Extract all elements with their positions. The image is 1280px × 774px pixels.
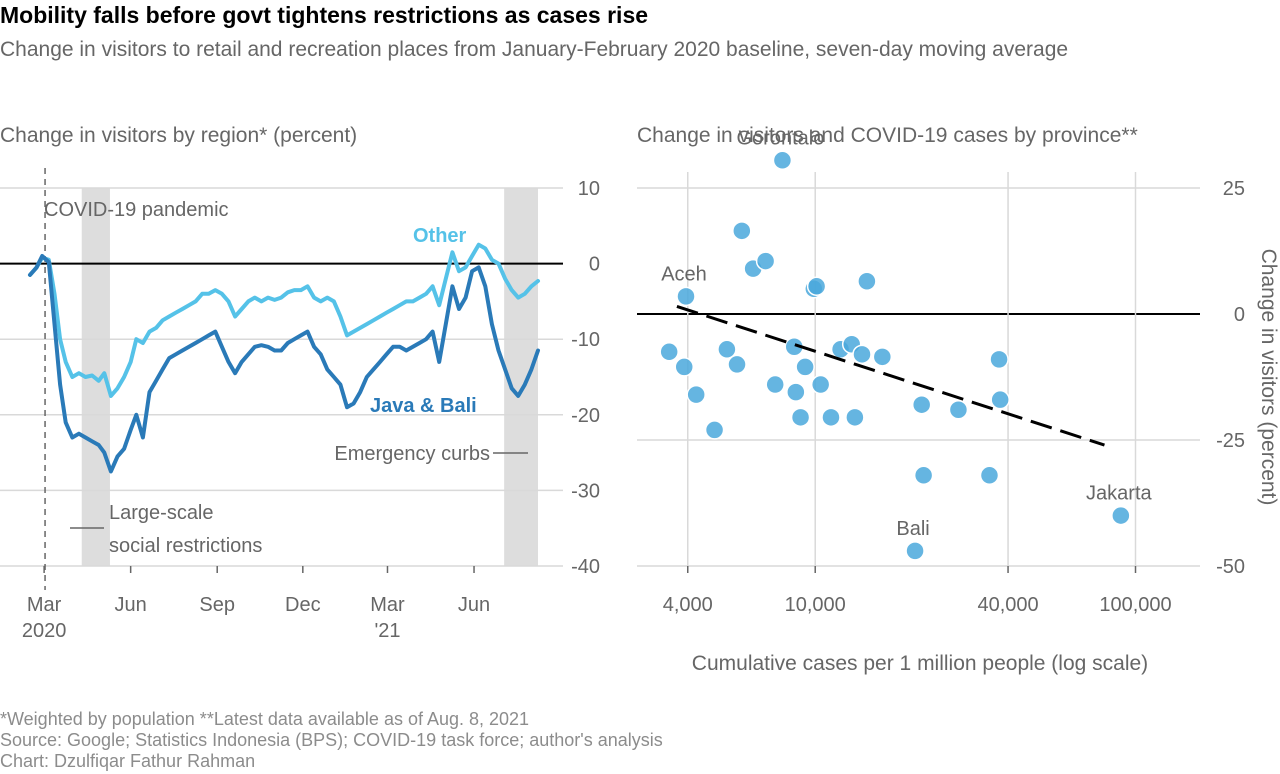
province-point: [659, 342, 679, 362]
province-point: [786, 382, 806, 402]
province-point: [686, 384, 706, 405]
province-point: [795, 357, 815, 377]
province-point: [704, 420, 725, 440]
region-x-axis: Mar 2020 Jun Sep Dec Mar '21 Jun: [22, 566, 490, 642]
province-point: [821, 407, 841, 428]
y-tick-label: 0: [1234, 304, 1245, 326]
province-point: [755, 251, 776, 271]
province-scatter-chart: Change in visitors and COVID-19 cases by…: [637, 124, 1280, 675]
psbb-label-line1: Large-scale: [109, 502, 214, 524]
province-point: [872, 347, 893, 367]
x-tick-label: 40,000: [977, 594, 1038, 616]
province-point: [772, 150, 793, 171]
footer-note: *Weighted by population **Latest data av…: [0, 709, 530, 729]
province-labels: Aceh Gorontalo Bali Jakarta: [661, 127, 1152, 540]
province-point: [948, 400, 969, 420]
province-point: [979, 465, 1000, 486]
province-point: [765, 374, 785, 395]
trend-line: [676, 305, 1105, 447]
province-points: [659, 150, 1131, 561]
series-label-java-bali: Java & Bali: [370, 395, 477, 417]
region-chart-title: Change in visitors by region* (percent): [0, 124, 357, 147]
series-label-other: Other: [413, 225, 467, 247]
x-tick-label: Jun: [115, 594, 147, 616]
emergency-curbs-label: Emergency curbs: [334, 443, 490, 465]
x-tick-label: 10,000: [785, 594, 846, 616]
province-label: Gorontalo: [737, 127, 825, 149]
province-label: Jakarta: [1086, 483, 1152, 505]
province-point: [806, 276, 827, 297]
province-point: [727, 354, 747, 375]
province-point: [852, 344, 872, 365]
psbb-label-line2: social restrictions: [109, 535, 262, 557]
y-tick-label: -20: [571, 405, 600, 427]
y-axis-label: Change in visitors (percent): [1257, 249, 1280, 506]
region-line-chart: Change in visitors by region* (percent) …: [0, 124, 600, 642]
footer-credit: Chart: Dzulfiqar Fathur Rahman: [0, 751, 256, 771]
province-point: [989, 349, 1009, 370]
region-series-lines: [28, 242, 540, 474]
province-point: [911, 394, 932, 415]
region-annotations: COVID-19 pandemic Large-scale social res…: [44, 168, 528, 590]
y-tick-label: -50: [1216, 556, 1245, 578]
page-subtitle: Change in visitors to retail and recreat…: [0, 38, 1069, 61]
y-tick-label: 10: [578, 178, 600, 200]
province-chart-title: Change in visitors and COVID-19 cases by…: [637, 124, 1138, 147]
y-tick-label: -30: [571, 480, 600, 502]
province-point: [790, 407, 811, 428]
x-tick-label: 100,000: [1099, 594, 1171, 616]
province-point: [905, 541, 925, 561]
y-tick-label: -40: [571, 556, 600, 578]
province-gridlines: [637, 172, 1200, 567]
x-tick-label: Sep: [199, 594, 235, 616]
footer-source: Source: Google; Statistics Indonesia (BP…: [0, 730, 663, 750]
y-tick-label: 25: [1223, 178, 1245, 200]
province-point: [913, 465, 934, 486]
x-tick-label: Dec: [285, 594, 321, 616]
x-tick-label: Jun: [458, 594, 490, 616]
province-point: [1111, 505, 1131, 526]
region-y-axis: 10 0 -10 -20 -30 -40: [571, 178, 600, 578]
x-axis-label: Cumulative cases per 1 million people (l…: [692, 652, 1148, 675]
y-tick-label: -25: [1216, 430, 1245, 452]
trend-line-group: [676, 305, 1105, 447]
x-tick-label-year: 2020: [22, 620, 67, 642]
province-label: Bali: [896, 518, 929, 540]
province-label: Aceh: [661, 263, 707, 285]
series-line-other: [28, 242, 540, 398]
province-point: [857, 271, 877, 291]
pandemic-label: COVID-19 pandemic: [44, 199, 229, 221]
x-tick-label: Mar: [370, 594, 405, 616]
province-point: [810, 374, 831, 395]
province-point: [717, 339, 737, 360]
province-point: [990, 389, 1010, 410]
x-tick-label-year: '21: [374, 620, 400, 642]
page-title: Mobility falls before govt tightens rest…: [0, 2, 649, 28]
province-point: [732, 221, 752, 241]
y-tick-label: 0: [589, 254, 600, 276]
series-line-java-bali: [28, 254, 540, 474]
province-y-axis: 25 0 -25 -50: [1216, 178, 1245, 578]
province-point: [674, 357, 694, 377]
footer: *Weighted by population **Latest data av…: [0, 709, 663, 772]
x-tick-label: Mar: [27, 594, 62, 616]
province-point: [845, 407, 865, 428]
province-point: [676, 286, 696, 307]
province-x-axis: 4,000 10,000 40,000 100,000: [663, 566, 1172, 616]
x-tick-label: 4,000: [663, 594, 713, 616]
y-tick-label: -10: [571, 329, 600, 351]
